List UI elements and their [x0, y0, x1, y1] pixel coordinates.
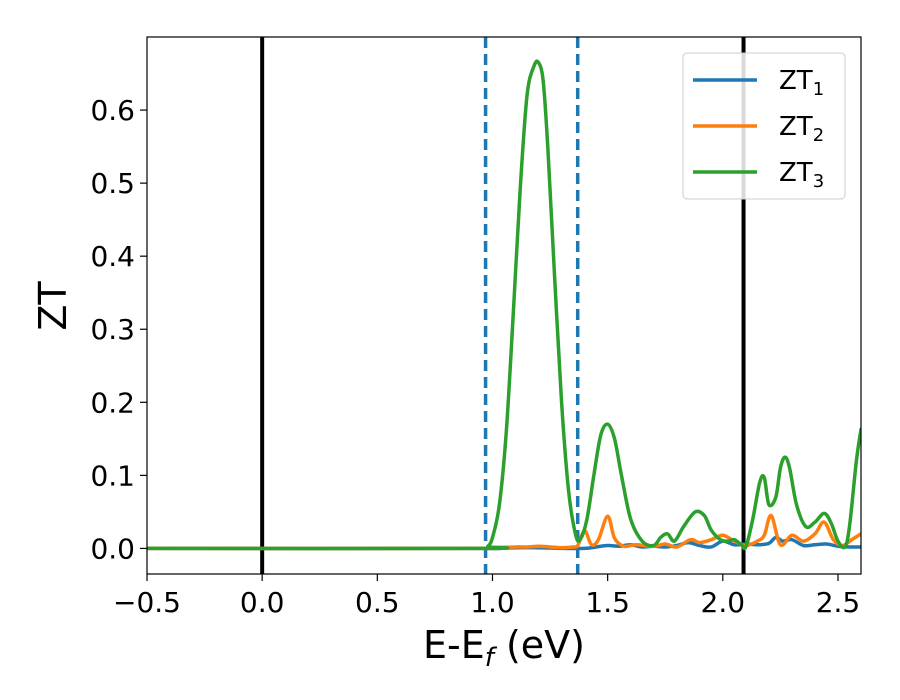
- x-tick-label: 1.0: [470, 586, 515, 619]
- x-tick-label: 1.5: [585, 586, 630, 619]
- y-tick-label: 0.4: [90, 240, 135, 273]
- y-tick-label: 0.0: [90, 532, 135, 565]
- x-tick-label: 2.0: [701, 586, 746, 619]
- y-axis-ticks: 0.0 0.1 0.2 0.3 0.4 0.5 0.6: [90, 94, 147, 565]
- legend: ZT1 ZT2 ZT3: [682, 52, 846, 200]
- plot-area-frame: [146, 36, 862, 575]
- x-axis-label: E-Ef (eV): [423, 623, 585, 673]
- y-tick-label: 0.1: [90, 459, 135, 492]
- x-axis-label-unit: (eV): [494, 623, 585, 667]
- legend-label-zt2: ZT2: [779, 112, 824, 146]
- x-axis-label-main: E-E: [423, 623, 485, 667]
- x-axis-ticks: −0.5 0.0 0.5 1.0 1.5 2.0 2.5: [113, 574, 860, 619]
- y-tick-label: 0.6: [90, 94, 135, 127]
- y-tick-label: 0.2: [90, 386, 135, 419]
- x-tick-label: 0.5: [355, 586, 400, 619]
- legend-label-zt3: ZT3: [779, 158, 824, 192]
- data-series: [147, 59, 861, 551]
- y-tick-label: 0.5: [90, 167, 135, 200]
- legend-box: [682, 52, 846, 200]
- y-axis-label: ZT: [31, 281, 75, 331]
- legend-label-zt1: ZT1: [779, 66, 824, 100]
- x-tick-label: 0.0: [240, 586, 285, 619]
- x-tick-label: −0.5: [113, 586, 181, 619]
- x-tick-label: 2.5: [816, 586, 861, 619]
- series-line-zt2: [147, 513, 861, 551]
- series-line-zt3: [147, 59, 861, 551]
- y-tick-label: 0.3: [90, 313, 135, 346]
